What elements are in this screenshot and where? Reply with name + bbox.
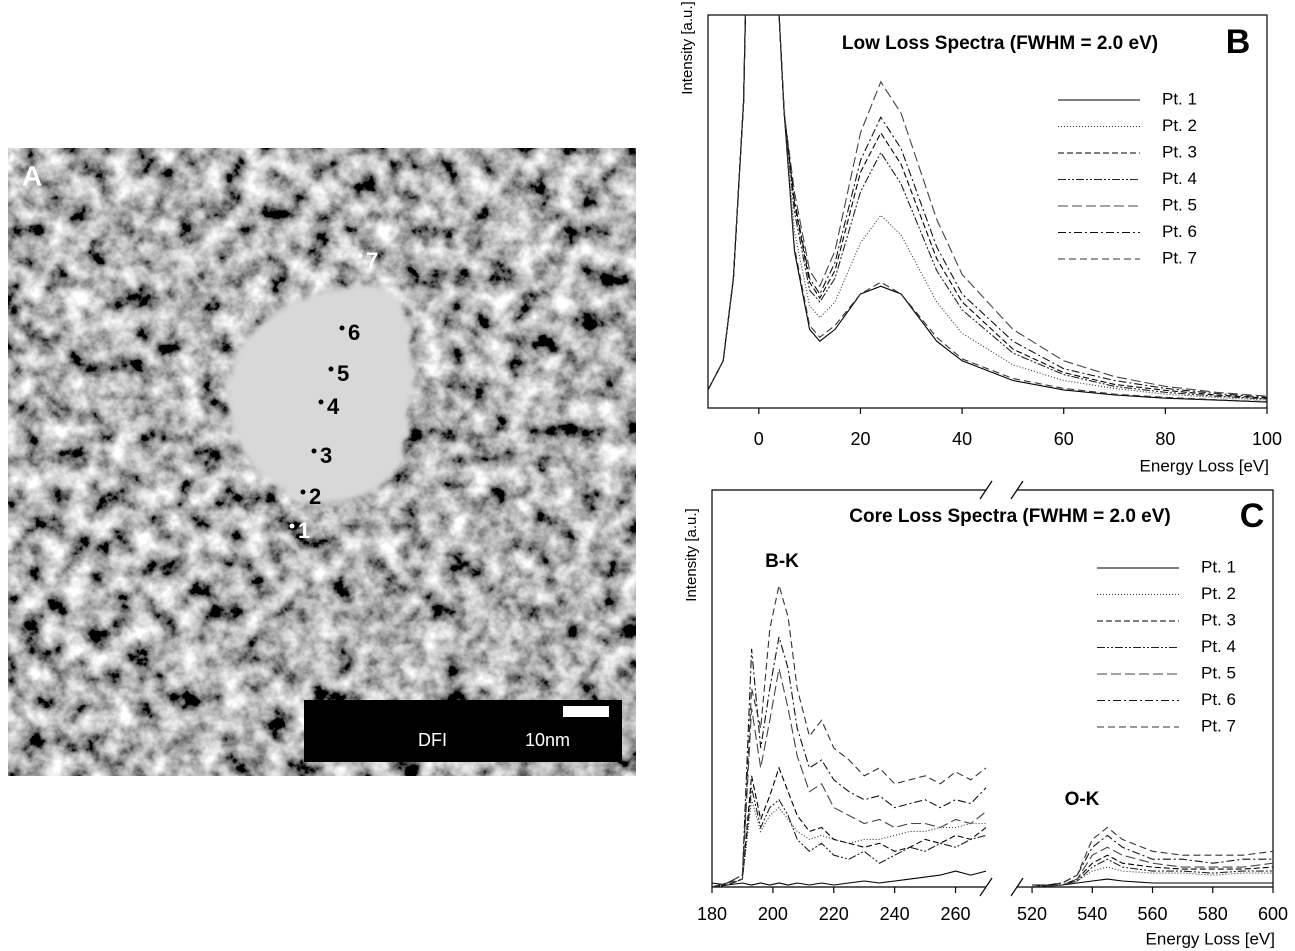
x-tick-label: 540	[1077, 904, 1107, 924]
x-tick-label: 180	[697, 904, 727, 924]
series-line	[1032, 846, 1273, 887]
x-tick-label: 220	[819, 904, 849, 924]
point-marker	[311, 448, 317, 454]
chart-title: Low Loss Spectra (FWHM = 2.0 eV)	[842, 33, 1158, 54]
x-tick-label: 580	[1198, 904, 1228, 924]
point-marker	[357, 253, 363, 259]
micrograph-panel: A DFI 10nm	[8, 148, 636, 776]
series-line	[712, 668, 987, 887]
chart: 0 20 40 60 80 100 Energy Loss [eV] Intensity [a…	[679, 1, 1282, 475]
legend-label: Pt. 3	[1201, 610, 1236, 629]
legend-label: Pt. 5	[1162, 195, 1197, 214]
axis-break	[979, 480, 993, 500]
plot-frame	[711, 489, 1274, 888]
x-tick-label: 260	[941, 904, 971, 924]
legend-label: Pt. 1	[1162, 89, 1197, 108]
series-line	[708, 15, 1267, 398]
series-line	[1032, 834, 1273, 887]
x-tick-label: 600	[1258, 904, 1288, 924]
x-tick-label: 520	[1017, 904, 1047, 924]
series-line	[708, 15, 1267, 403]
x-tick-label: 100	[1252, 429, 1282, 449]
x-tick-label: 240	[880, 904, 910, 924]
legend-label: Pt. 3	[1162, 142, 1197, 161]
legend-label: Pt. 6	[1162, 222, 1197, 241]
legend-label: Pt. 7	[1162, 248, 1197, 267]
point-label: 4	[327, 394, 340, 419]
x-axis-label: Energy Loss [eV]	[1140, 456, 1269, 475]
annotation: B-K	[765, 551, 799, 572]
point-marker	[300, 489, 306, 495]
x-tick-label: 80	[1155, 429, 1175, 449]
series-line	[712, 766, 987, 887]
series-line	[708, 15, 1267, 397]
mode-label: DFI	[418, 730, 447, 750]
legend-label: Pt. 4	[1201, 637, 1236, 656]
axis-break	[979, 877, 993, 897]
x-tick-label: 60	[1054, 429, 1074, 449]
point-label: 6	[348, 320, 360, 345]
series-line	[1032, 858, 1273, 887]
x-tick-label: 20	[850, 429, 870, 449]
chart: 180 200 220 240 260 520 540 560 580 600 Energy Los…	[683, 480, 1288, 948]
series-line	[1032, 826, 1273, 887]
point-marker	[318, 399, 324, 405]
scale-bar	[563, 706, 609, 717]
legend-label: Pt. 1	[1201, 557, 1236, 576]
series-line	[712, 870, 987, 886]
series-line	[712, 636, 987, 887]
chart-title: Core Loss Spectra (FWHM = 2.0 eV)	[849, 506, 1171, 527]
series-line	[1032, 866, 1273, 887]
point-marker	[289, 523, 295, 529]
point-label: 2	[309, 484, 321, 509]
x-tick-label: 40	[952, 429, 972, 449]
axis-break	[1010, 877, 1024, 897]
panel-label: C	[1240, 497, 1265, 535]
point-marker	[328, 366, 334, 372]
particle	[227, 284, 413, 504]
scale-label: 10nm	[525, 730, 570, 750]
y-axis-label: Intensity [a.u.]	[683, 508, 700, 601]
series-line	[708, 15, 1267, 401]
plot-frame	[707, 14, 1268, 409]
series-line	[708, 15, 1267, 403]
series-line	[1032, 854, 1273, 887]
legend-label: Pt. 4	[1162, 169, 1197, 188]
panel-label: B	[1226, 23, 1251, 61]
series-line	[708, 15, 1267, 400]
series-line	[712, 585, 987, 887]
y-axis-label: Intensity [a.u.]	[679, 1, 696, 94]
x-axis-label: Energy Loss [eV]	[1146, 929, 1275, 948]
legend-label: Pt. 7	[1201, 716, 1236, 735]
annotation: O-K	[1065, 789, 1100, 810]
point-label: 5	[337, 361, 349, 386]
x-tick-label: 0	[754, 429, 764, 449]
axis-break	[1010, 480, 1024, 500]
series-line	[712, 787, 987, 887]
point-label: 7	[366, 248, 378, 273]
x-tick-label: 200	[758, 904, 788, 924]
point-label: 1	[298, 518, 310, 543]
legend-label: Pt. 6	[1201, 690, 1236, 709]
x-tick-label: 560	[1138, 904, 1168, 924]
panel-label: A	[22, 160, 42, 191]
legend-label: Pt. 5	[1201, 663, 1236, 682]
point-marker	[339, 325, 345, 331]
point-label: 3	[320, 443, 332, 468]
legend-label: Pt. 2	[1162, 116, 1197, 135]
series-line	[1032, 878, 1273, 886]
legend-label: Pt. 2	[1201, 584, 1236, 603]
